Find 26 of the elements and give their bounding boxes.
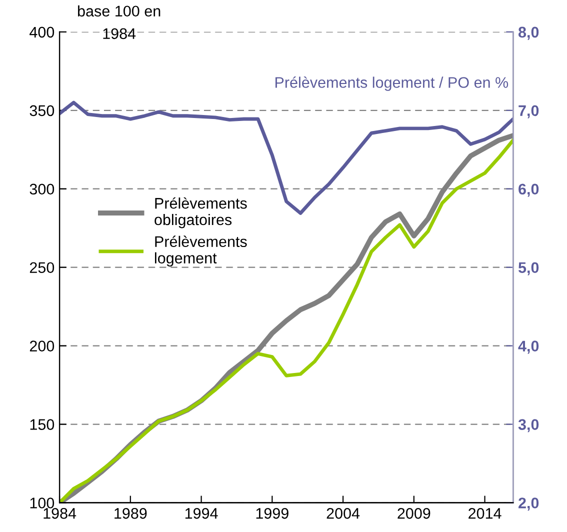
x-tick-label: 1994: [185, 508, 218, 519]
y-tick-label: 300: [30, 184, 54, 195]
x-tick-label: 1999: [256, 508, 288, 519]
legend-label: Prélèvements logement: [155, 236, 247, 267]
y-tick-label: 250: [30, 262, 54, 274]
y2-tick-label: 6,0: [518, 184, 539, 197]
y-tick-label: 100: [30, 498, 54, 508]
x-tick-label: 2004: [326, 508, 360, 519]
legend-label: Prélèvements obligatoires: [154, 197, 247, 228]
y2-tick-label: 7,0: [518, 105, 539, 118]
y2-axis-title: Prélèvements logement / PO en %: [275, 76, 508, 91]
line-series: [60, 100, 514, 215]
x-tick-label: 2009: [398, 508, 430, 519]
y2-tick-label: 3,0: [518, 419, 539, 432]
y-tick-label: 400: [30, 26, 54, 38]
x-tick-label: 1984: [44, 508, 76, 519]
y2-tick-label: 8,0: [518, 26, 539, 40]
y2-tick-label: 5,0: [518, 262, 539, 276]
y2-tick-label: 4,0: [518, 340, 539, 354]
x-tick-label: 1989: [114, 508, 147, 519]
y-tick-label: 350: [30, 105, 54, 116]
y-tick-label: 200: [30, 340, 54, 352]
y-tick-label: 150: [30, 419, 54, 430]
x-tick-label: 2014: [468, 508, 502, 519]
annotation: base 100 en 1984: [78, 5, 160, 40]
y2-tick-label: 2,0: [518, 498, 539, 511]
